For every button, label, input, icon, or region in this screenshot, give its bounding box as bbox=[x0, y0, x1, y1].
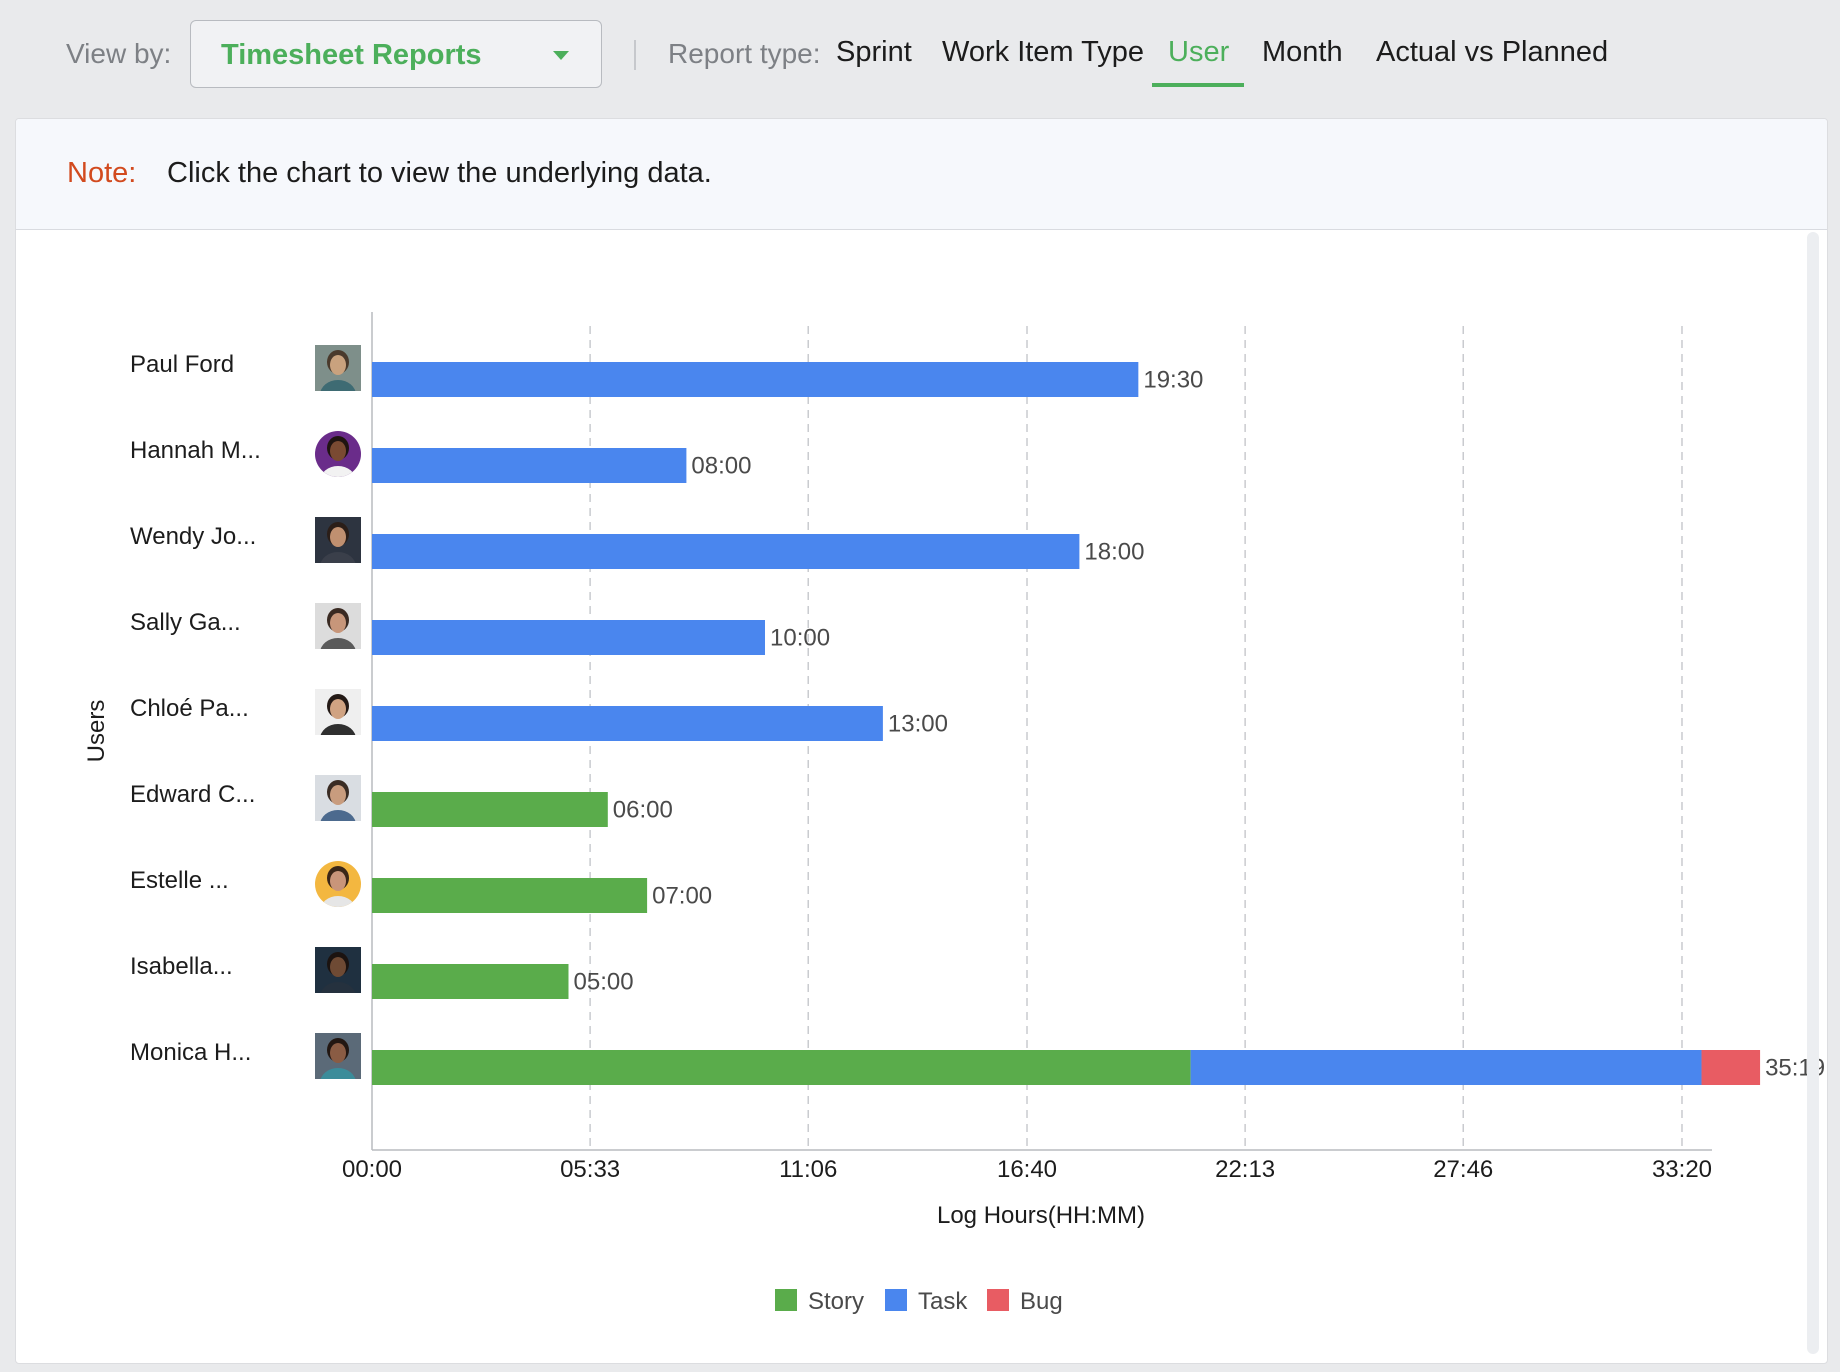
bar-total-label: 05:00 bbox=[574, 969, 634, 996]
note-label: Note: bbox=[67, 157, 137, 189]
avatar-icon bbox=[315, 603, 361, 649]
x-tick-label: 16:40 bbox=[997, 1156, 1057, 1183]
bar-total-label: 13:00 bbox=[888, 711, 948, 738]
y-category-label: Edward C... bbox=[130, 781, 255, 808]
bar-task bbox=[372, 706, 883, 741]
x-tick-label: 05:33 bbox=[560, 1156, 620, 1183]
view-by-value: Timesheet Reports bbox=[221, 39, 482, 71]
y-category-label: Chloé Pa... bbox=[130, 695, 249, 722]
legend-label-story: Story bbox=[808, 1288, 864, 1315]
x-tick-label: 11:06 bbox=[779, 1156, 837, 1183]
y-category-label: Estelle ... bbox=[130, 867, 229, 894]
bar-story bbox=[372, 1050, 1191, 1085]
legend-swatch-task bbox=[885, 1289, 907, 1311]
y-axis-title: Users bbox=[83, 700, 110, 763]
tab-actual-vs-planned[interactable]: Actual vs Planned bbox=[1376, 36, 1609, 68]
legend-swatch-bug bbox=[987, 1289, 1009, 1311]
y-category-label: Sally Ga... bbox=[130, 609, 241, 636]
bar-total-label: 18:00 bbox=[1084, 539, 1144, 566]
view-by-label: View by: bbox=[66, 38, 172, 69]
avatar-icon bbox=[315, 345, 361, 391]
y-category-label: Wendy Jo... bbox=[130, 523, 256, 550]
toolbar: View by: Timesheet Reports Report type: … bbox=[0, 0, 1840, 112]
avatar-icon bbox=[315, 947, 361, 993]
bar-task bbox=[372, 534, 1080, 569]
bar-task bbox=[372, 362, 1139, 397]
bar-story bbox=[372, 878, 648, 913]
legend-swatch-story bbox=[775, 1289, 797, 1311]
bar-total-label: 07:00 bbox=[652, 883, 712, 910]
x-tick-label: 00:00 bbox=[342, 1156, 402, 1183]
x-tick-label: 27:46 bbox=[1433, 1156, 1493, 1183]
bar-story bbox=[372, 964, 569, 999]
x-tick-label: 33:20 bbox=[1652, 1156, 1712, 1183]
y-category-label: Hannah M... bbox=[130, 437, 261, 464]
avatar-icon bbox=[315, 431, 361, 477]
avatar-icon bbox=[315, 517, 361, 563]
bar-task bbox=[372, 620, 765, 655]
avatar-icon bbox=[315, 775, 361, 821]
bar-bug bbox=[1701, 1050, 1761, 1085]
toolbar-divider bbox=[634, 40, 636, 70]
bar-task bbox=[372, 448, 687, 483]
tab-month[interactable]: Month bbox=[1262, 36, 1343, 68]
avatar-icon bbox=[315, 689, 361, 735]
legend-label-task: Task bbox=[918, 1288, 968, 1315]
view-by-dropdown[interactable]: Timesheet Reports bbox=[190, 20, 602, 88]
bar-story bbox=[372, 792, 608, 827]
y-category-label: Monica H... bbox=[130, 1039, 251, 1066]
y-category-label: Paul Ford bbox=[130, 351, 234, 378]
bar-total-label: 06:00 bbox=[613, 797, 673, 824]
user-log-hours-chart[interactable]: 00:00 05:33 11:06 16:40 22:13 27:46 33:20 Log H… bbox=[16, 119, 1827, 1363]
vertical-scrollbar[interactable] bbox=[1807, 232, 1819, 1354]
bar-total-label: 10:00 bbox=[770, 625, 830, 652]
report-type-label: Report type: bbox=[668, 38, 821, 69]
report-panel: Note: Click the chart to view the underl… bbox=[15, 118, 1828, 1364]
tab-work-item-type[interactable]: Work Item Type bbox=[942, 36, 1144, 68]
bar-total-label: 19:30 bbox=[1143, 367, 1203, 394]
x-axis-title: Log Hours(HH:MM) bbox=[937, 1202, 1145, 1229]
legend-label-bug: Bug bbox=[1020, 1288, 1063, 1315]
avatar-icon bbox=[315, 861, 361, 907]
y-category-label: Isabella... bbox=[130, 953, 233, 980]
note-bar: Note: Click the chart to view the underl… bbox=[16, 119, 1827, 230]
tab-sprint[interactable]: Sprint bbox=[836, 36, 912, 68]
x-tick-label: 22:13 bbox=[1215, 1156, 1275, 1183]
active-tab-indicator bbox=[1152, 83, 1244, 87]
note-text: Click the chart to view the underlying d… bbox=[167, 157, 712, 189]
bar-total-label: 08:00 bbox=[691, 453, 751, 480]
chevron-down-icon bbox=[553, 51, 569, 60]
tab-user[interactable]: User bbox=[1168, 36, 1230, 68]
bar-task bbox=[1190, 1050, 1702, 1085]
avatar-icon bbox=[315, 1033, 361, 1079]
